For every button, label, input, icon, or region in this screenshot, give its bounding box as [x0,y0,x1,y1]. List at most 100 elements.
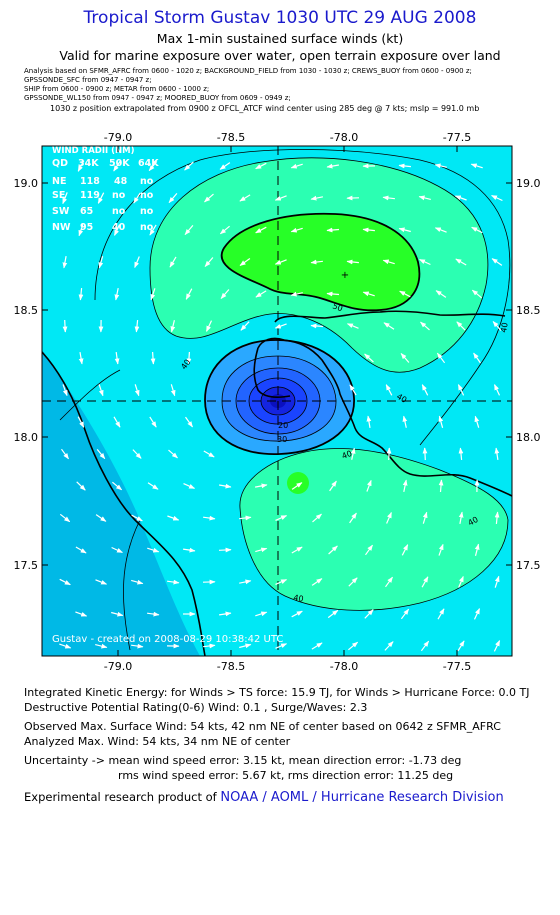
wind-arrow [274,259,287,265]
uncertainty-line-1: Uncertainty -> mean wind speed error: 3.… [24,754,462,767]
contour-labels: 50 40 40 40 40 40 30 20 40 [179,301,509,603]
wind-arrow [349,384,357,396]
lon-tick-label: -79.0 [104,660,132,673]
wind-arrow [350,447,356,460]
wind-arrow [401,544,409,556]
wind-arrow [147,482,159,490]
cuba-southwest-coast [42,351,206,656]
wind-vectors [59,160,503,652]
wind-arrow [184,225,194,236]
wind-arrow [131,514,143,522]
wind-arrow [421,576,429,588]
wind-arrow [384,641,394,651]
wind-arrow [310,323,324,329]
wind-arrow [402,415,408,428]
contour-label: 40 [467,515,480,528]
wind-radii-value: 118 [80,176,100,187]
wind-radii-quadrant: NW [52,222,71,233]
wind-arrow [75,611,88,617]
wind-arrow [400,608,410,620]
wind-arrow [383,322,395,330]
wind-radii-quadrant: NE [52,176,66,187]
wind-arrow [382,259,395,265]
wind-arrow [493,640,501,652]
wind-arrow [184,161,194,171]
wind-arrow [186,351,192,365]
wind-arrow [112,481,123,491]
wind-arrow [132,449,142,459]
wind-arrow [290,291,303,297]
wind-arrow [95,579,108,585]
wind-arrow [492,321,502,331]
wind-arrow [147,611,160,617]
wind-arrow [382,195,395,201]
wind-arrow [183,483,196,489]
wind-arrow [185,288,193,300]
wind-arrow [98,384,104,397]
wind-arrow [474,415,480,428]
contour-label: 50 [331,301,344,313]
wind-arrow [170,384,176,397]
wind-arrow [328,545,338,555]
uncertainty-line-2: rms wind speed error: 5.67 kt, rms direc… [118,769,454,782]
wind-arrow [59,578,71,586]
wind-arrow [348,577,358,587]
wind-arrow [491,258,503,266]
lon-tick-label: -78.0 [330,660,358,673]
wind-radii-value: no [140,206,154,217]
wind-arrow [254,483,268,489]
wind-arrow [364,609,374,619]
wind-arrow [148,161,158,172]
wind-arrow [275,643,288,649]
wind-arrow [473,352,481,364]
wind-radii-table: WIND RADII (NM) QD 34K 50K 64K NE 118 48… [52,146,159,233]
wind-arrow [346,259,359,265]
wind-arrow [420,640,430,652]
axis-ticks [42,146,512,656]
wind-arrow [239,579,252,585]
metadata-line-1: Analysis based on SFMR_AFRC from 0600 - … [24,67,472,75]
wind-arrow [422,511,428,524]
lat-tick-label: 18.5 [516,304,541,317]
wind-arrow [329,480,337,492]
wind-radii-value: no [140,176,154,187]
wind-arrow [169,256,177,268]
lon-tick-label: -77.5 [443,660,471,673]
wind-radii-value: 40 [112,222,126,233]
wind-arrow [203,515,216,521]
wind-arrow [457,384,465,396]
wind-arrow [98,256,104,269]
wind-radii-col: QD [52,158,68,169]
wind-arrow [399,290,411,298]
wind-arrow [255,226,267,234]
wind-arrow [421,384,429,396]
wind-arrow [219,611,232,617]
wind-arrow [275,579,288,585]
lat-tick-label: 19.0 [14,177,39,190]
wind-arrow [290,163,303,169]
wind-arrow [149,416,157,428]
wind-arrow [95,643,108,649]
wind-radii-col: 64K [138,158,159,169]
wind-arrow [326,163,340,169]
wind-arrow [113,224,121,236]
wind-arrow [240,321,250,331]
wind-arrow [346,323,359,329]
wind-arrow [454,195,467,201]
contour-label: 40 [341,449,354,461]
wind-arrow [455,258,467,266]
wind-arrow [435,290,447,298]
metadata-line-3: SHIP from 0600 - 0900 z; METAR from 0600… [24,85,210,93]
wind-arrow [291,482,303,490]
wind-arrow [62,384,68,397]
hrd-link[interactable]: NOAA / AOML / Hurricane Research Divisio… [220,790,504,805]
wind-arrow [78,351,84,365]
wind-arrow [113,160,121,172]
lon-tick-label: -77.5 [443,131,471,144]
wind-arrow [239,515,252,521]
wind-arrow [219,225,230,235]
wind-arrow [385,384,393,396]
wind-arrow [400,353,410,363]
wind-arrow [471,226,483,234]
wind-radii-value: 65 [80,206,93,217]
